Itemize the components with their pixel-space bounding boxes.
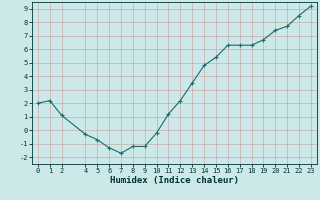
X-axis label: Humidex (Indice chaleur): Humidex (Indice chaleur): [110, 176, 239, 185]
